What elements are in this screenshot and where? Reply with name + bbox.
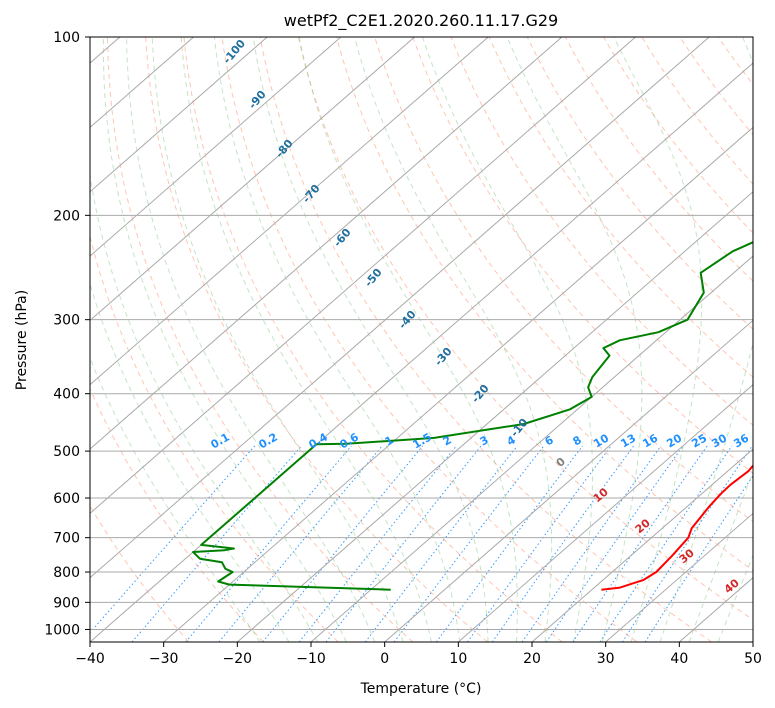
y-tick-label: 700: [53, 531, 80, 547]
isotherm: [90, 37, 636, 515]
temperature-series: [601, 464, 753, 591]
mixing-ratio-line: [364, 445, 518, 642]
y-tick-label: 500: [53, 444, 80, 460]
x-tick-label: 30: [597, 651, 615, 667]
mixing-ratio-line: [90, 445, 256, 634]
dry-adiabat: [297, 37, 753, 621]
dry-adiabat: [450, 37, 753, 426]
y-tick-label: 800: [53, 565, 80, 581]
x-tick-label: 40: [670, 651, 688, 667]
isotherm: [90, 37, 415, 322]
dry-adiabat: [336, 37, 753, 572]
mixing-ratio-line: [621, 445, 753, 642]
mixing-ratio-line: [644, 474, 753, 642]
mixing-ratio-line: [599, 445, 733, 642]
dry-adiabat: [374, 37, 753, 523]
moist-adiabat: [252, 37, 489, 642]
plot-frame: [89, 36, 754, 643]
dry-adiabat: [90, 505, 190, 642]
mixing-ratio-line: [572, 445, 708, 642]
y-tick-label: 1000: [44, 622, 80, 638]
isotherm: [605, 512, 753, 642]
moist-adiabat: [102, 37, 347, 642]
moist-adiabat: [659, 37, 753, 642]
dry-adiabat: [488, 37, 753, 378]
mixing-ratio-line: [467, 445, 612, 642]
moist-adiabat: [180, 37, 432, 642]
isotherm: [163, 126, 753, 642]
x-tick-label: −30: [149, 651, 179, 667]
x-tick-label: 50: [744, 651, 762, 667]
isotherm: [310, 255, 753, 642]
x-axis: −40 −30 −20 −10 0 10 20 30 40 50: [75, 642, 762, 667]
grid-lines: [90, 37, 753, 642]
isotherm: [90, 37, 268, 193]
mixing-ratio-line: [131, 445, 302, 642]
moist-adiabat: [151, 37, 404, 642]
y-tick-label: 400: [53, 387, 80, 403]
isotherm: [90, 37, 710, 579]
x-axis-label: Temperature (°C): [360, 681, 482, 697]
isotherm: [90, 37, 563, 450]
x-tick-label: 0: [380, 651, 389, 667]
isotherm: [237, 191, 753, 642]
x-tick-label: −20: [223, 651, 253, 667]
dry-adiabat: [107, 37, 414, 642]
dry-adiabat: [90, 234, 339, 642]
x-tick-label: −40: [75, 651, 105, 667]
y-tick-label: 900: [53, 595, 80, 611]
dry-adiabat: [259, 37, 712, 642]
moist-adiabat: [717, 554, 753, 642]
dewpoint-series: [192, 241, 753, 591]
moist-adiabat: [688, 470, 753, 642]
isotherm: [90, 37, 342, 257]
isotherm: [90, 37, 489, 386]
mixing-ratio-line: [491, 445, 635, 642]
moist-adiabat: [422, 37, 593, 642]
mixing-ratio-line: [218, 445, 383, 642]
y-tick-label: 200: [53, 208, 80, 224]
x-tick-label: 10: [449, 651, 467, 667]
mixing-ratio-line: [435, 445, 583, 642]
isotherm: [384, 319, 753, 642]
y-axis: 100 200 300 400 500 600 700 800 900 1000: [44, 30, 90, 638]
moist-adiabat: [126, 37, 376, 642]
sounding-series: [192, 241, 753, 591]
y-tick-label: 100: [53, 30, 80, 46]
moist-adiabat: [298, 37, 518, 642]
mixing-ratio-line: [545, 445, 684, 642]
dry-adiabat: [679, 37, 753, 136]
isotherm: [458, 384, 753, 642]
x-tick-label: 20: [523, 651, 541, 667]
dry-adiabat: [641, 37, 753, 185]
y-tick-label: 600: [53, 491, 80, 507]
mixing-ratio-line: [521, 445, 662, 642]
mixing-ratio-line: [325, 445, 482, 642]
x-tick-label: −10: [296, 651, 326, 667]
moist-adiabat: [214, 37, 461, 642]
dry-adiabat: [183, 37, 563, 642]
moist-adiabat: [354, 37, 553, 642]
isotherm: [531, 448, 753, 642]
y-tick-label: 300: [53, 313, 80, 329]
y-axis-label: Pressure (hPa): [14, 290, 30, 390]
moist-adiabat: [90, 172, 319, 642]
mixing-ratio-line: [185, 445, 352, 642]
chart-title: wetPf2_C2E1.2020.260.11.17.G29: [284, 11, 558, 31]
background-lines: [90, 37, 753, 642]
